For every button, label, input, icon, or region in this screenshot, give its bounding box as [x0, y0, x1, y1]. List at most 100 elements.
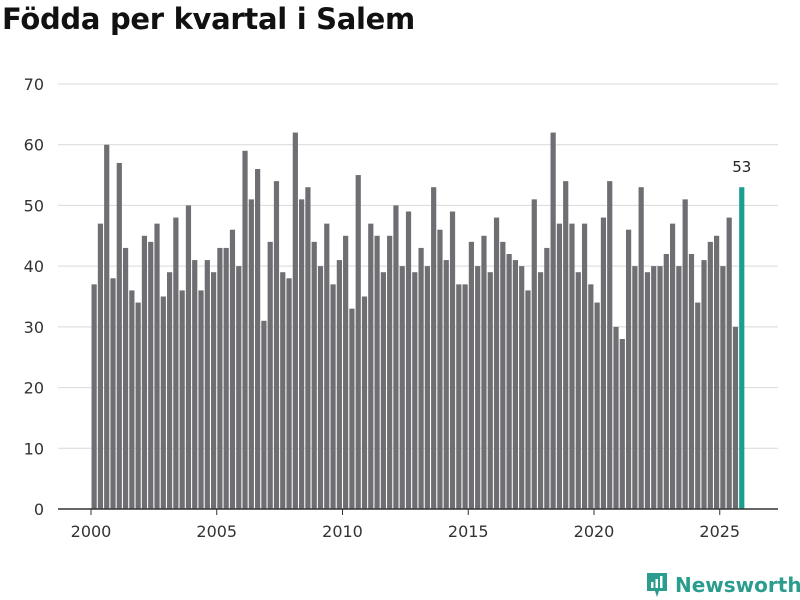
bar	[456, 284, 462, 509]
bar	[242, 150, 248, 510]
bar	[129, 290, 135, 509]
bar	[531, 199, 537, 510]
bar	[110, 278, 116, 509]
bar	[387, 235, 393, 510]
bar	[393, 205, 399, 509]
bar	[481, 235, 487, 510]
y-tick-label: 10	[24, 439, 44, 458]
bar	[255, 169, 261, 509]
x-tick-label: 2005	[196, 522, 237, 541]
bar	[651, 266, 657, 509]
x-tick-label: 2000	[71, 522, 112, 541]
bar	[154, 223, 160, 509]
bar	[475, 266, 481, 509]
bar	[563, 181, 569, 509]
x-tick-label: 2015	[448, 522, 489, 541]
bar	[97, 223, 104, 509]
bar	[613, 326, 619, 509]
bar	[405, 211, 412, 509]
data-label: 53	[732, 158, 751, 176]
bar	[607, 181, 613, 509]
bar-highlight	[739, 187, 745, 509]
bar	[512, 260, 519, 509]
bar	[714, 235, 720, 510]
bar	[506, 254, 512, 509]
bar	[443, 260, 449, 509]
bar	[726, 217, 732, 509]
bar	[732, 326, 739, 509]
bar	[267, 241, 273, 510]
bar	[217, 247, 223, 509]
bar	[368, 223, 374, 509]
bar	[299, 199, 305, 510]
bar	[550, 132, 556, 509]
bar	[336, 260, 342, 509]
bar	[688, 254, 695, 509]
y-tick-label: 40	[24, 257, 44, 276]
bar	[148, 241, 154, 510]
bar	[211, 272, 217, 509]
y-tick-label: 20	[24, 379, 44, 398]
chart-title: Födda per kvartal i Salem	[2, 2, 415, 36]
bar	[292, 132, 298, 509]
bar	[588, 284, 594, 509]
bar	[412, 272, 418, 509]
bar	[192, 260, 198, 509]
bar	[91, 284, 97, 509]
y-tick-label: 50	[24, 196, 44, 215]
bar	[374, 235, 380, 510]
bar	[431, 187, 437, 509]
bar	[519, 266, 525, 509]
bar	[462, 284, 468, 509]
bar	[695, 302, 701, 509]
bar	[229, 229, 236, 509]
bar	[669, 223, 676, 509]
bar	[236, 266, 242, 509]
bar	[663, 254, 669, 509]
bar	[707, 241, 713, 510]
bar	[625, 229, 632, 509]
bar	[676, 266, 682, 509]
brand-name: Newsworthy	[675, 573, 800, 597]
bar	[160, 296, 166, 509]
bar	[185, 205, 192, 509]
brand-logo: Newsworthy	[645, 570, 800, 600]
x-tick-label: 2010	[322, 522, 363, 541]
bar	[343, 235, 349, 510]
bar	[248, 199, 254, 510]
bar	[305, 187, 311, 509]
bar	[330, 284, 336, 509]
bar	[280, 272, 286, 509]
bar	[638, 187, 644, 509]
bar	[525, 290, 531, 509]
y-tick-label: 60	[24, 136, 44, 155]
bar	[619, 339, 625, 509]
bar	[537, 272, 544, 509]
bar	[632, 266, 638, 509]
bar	[581, 223, 588, 509]
bar	[273, 181, 280, 509]
y-tick-label: 70	[24, 75, 44, 94]
x-tick-label: 2025	[699, 522, 740, 541]
bar	[317, 266, 324, 509]
y-tick-label: 0	[34, 500, 44, 519]
bar	[349, 308, 355, 509]
bar	[311, 241, 317, 510]
bar	[720, 266, 726, 509]
bar	[575, 272, 581, 509]
newsworthy-logo-icon	[647, 573, 667, 597]
bar	[261, 320, 267, 509]
bar	[361, 296, 368, 509]
y-tick-label: 30	[24, 318, 44, 337]
bar	[701, 260, 707, 509]
bar	[380, 272, 386, 509]
bar	[116, 162, 122, 509]
bar	[399, 266, 405, 509]
bar	[173, 217, 179, 509]
bar	[556, 223, 563, 509]
bar	[418, 247, 424, 509]
bar	[544, 247, 550, 509]
bar	[122, 247, 129, 509]
bar	[104, 144, 110, 509]
bar	[657, 266, 663, 509]
